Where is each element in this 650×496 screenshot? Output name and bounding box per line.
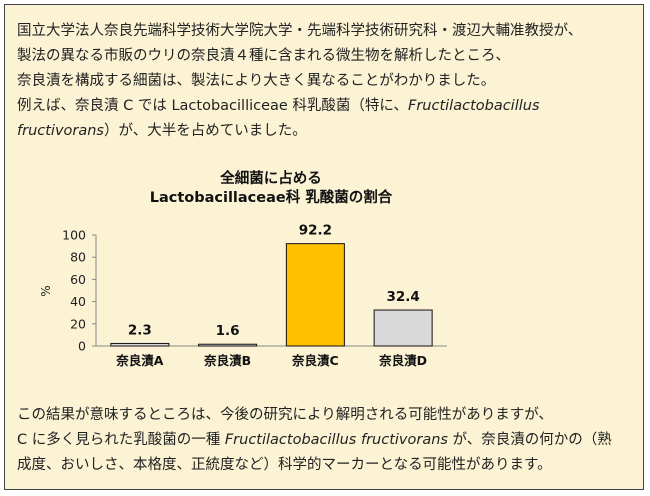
bar-chart: 全細菌に占める Lactobacillaceae科 乳酸菌の割合 % 0 20 40… [39,169,447,368]
outro-text: C に多く見られた乳酸菌の一種 [17,432,225,448]
y-axis: 0 20 40 60 80 100 [62,228,96,354]
bar [198,343,258,347]
bar [110,342,170,347]
y-axis-label: % [39,285,53,296]
y-tick-label: 60 [70,272,86,287]
bar-value-label: 2.3 [128,322,152,338]
y-tick-label: 80 [70,250,86,265]
outro-line: この結果が意味するところは、今後の研究により解明される可能性がありますが、 [17,407,553,423]
outro-line: C に多く見られた乳酸菌の一種 Fructilactobacillus fruc… [17,428,633,453]
intro-line: 奈良漬を構成する細菌は、製法により大きく異なることがわかりました。 [17,73,496,89]
intro-line: fructivorans）が、大半を占めていました。 [17,119,633,144]
intro-line: 製法の異なる市販のウリの奈良漬４種に含まれる微生物を解析したところ、 [17,48,510,64]
intro-line: 国立大学法人奈良先端科学技術大学院大学・先端科学技術研究科・渡辺大輔准教授が、 [17,23,583,39]
x-tick-label: 奈良漬C [291,353,339,368]
bar-value-label: 1.6 [216,323,240,339]
outro-text: が、奈良漬の何かの（熟 [447,432,612,448]
bar [373,309,433,347]
chart-title: 全細菌に占める [219,169,322,187]
y-tick-label: 20 [70,316,86,331]
chart-title: Lactobacillaceae科 乳酸菌の割合 [150,188,393,206]
bar-value-label: 92.2 [299,223,332,239]
y-tick-label: 40 [70,294,86,309]
x-tick-label: 奈良漬D [378,353,427,368]
intro-text: 例えば、奈良漬 C では Lactobacilliceae 科乳酸菌（特に、 [17,98,408,114]
bar [285,243,345,347]
y-tick-label: 0 [78,339,86,354]
outro-line: 成度、おいしさ、本格度、正統度など）科学的マーカーとなる可能性があります。 [17,457,552,473]
bar-series: 2.3 奈良漬A 1.6 奈良漬B 92.2 奈良漬C 32.4 奈良漬D [110,223,433,368]
x-tick-label: 奈良漬A [115,353,164,368]
species-name: Fructilactobacillus fructivorans [224,432,448,448]
x-tick-label: 奈良漬B [203,353,251,368]
intro-paragraph: 国立大学法人奈良先端科学技術大学院大学・先端科学技術研究科・渡辺大輔准教授が、 … [17,19,633,144]
intro-line: 例えば、奈良漬 C では Lactobacilliceae 科乳酸菌（特に、Fr… [17,94,633,119]
species-name: Fructilactobacillus [408,98,540,114]
y-tick-label: 100 [62,228,86,243]
bar-value-label: 32.4 [386,289,419,305]
species-name: fructivorans [17,123,104,139]
intro-text: ）が、大半を占めていました。 [104,123,307,139]
outro-paragraph: この結果が意味するところは、今後の研究により解明される可能性がありますが、 C … [17,403,633,478]
info-panel: 国立大学法人奈良先端科学技術大学院大学・先端科学技術研究科・渡辺大輔准教授が、 … [4,4,644,490]
